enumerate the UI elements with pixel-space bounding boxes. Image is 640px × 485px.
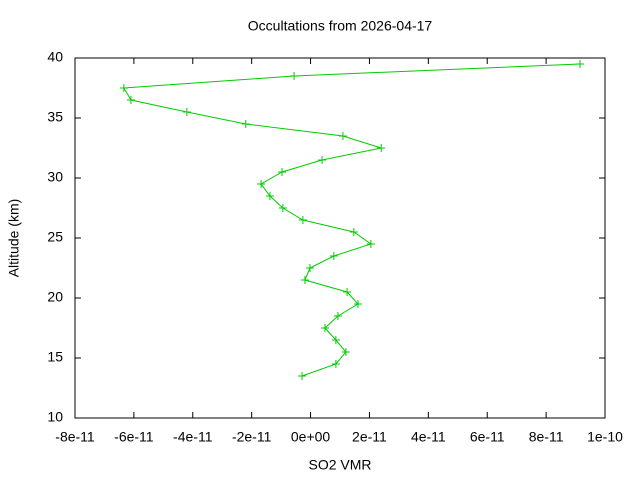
y-tick-label: 10 bbox=[47, 409, 63, 425]
point-marker bbox=[298, 372, 307, 380]
x-tick-label: 0e+00 bbox=[291, 429, 331, 445]
point-marker bbox=[257, 180, 266, 188]
y-tick-label: 30 bbox=[47, 169, 63, 185]
point-marker bbox=[575, 60, 584, 68]
y-tick-label: 15 bbox=[47, 349, 63, 365]
plot-frame bbox=[74, 57, 606, 419]
x-tick-label: -8e-11 bbox=[55, 429, 95, 445]
x-tick-label: 1e-10 bbox=[587, 429, 623, 445]
x-axis-label: SO2 VMR bbox=[308, 457, 371, 473]
x-tick-label: -2e-11 bbox=[232, 429, 272, 445]
point-marker bbox=[331, 336, 340, 344]
point-marker bbox=[126, 96, 135, 104]
point-marker bbox=[377, 144, 386, 152]
chart-title: Occultations from 2026-04-17 bbox=[248, 18, 433, 34]
point-marker bbox=[300, 276, 309, 284]
point-marker bbox=[241, 120, 250, 128]
y-axis-label: Altitude (km) bbox=[6, 199, 22, 278]
point-marker bbox=[305, 264, 314, 272]
x-tick-label: -4e-11 bbox=[173, 429, 213, 445]
point-marker bbox=[329, 252, 338, 260]
x-tick-label: 6e-11 bbox=[470, 429, 505, 445]
point-marker bbox=[341, 348, 350, 356]
x-tick-label: 2e-11 bbox=[352, 429, 387, 445]
point-marker bbox=[343, 288, 352, 296]
point-marker bbox=[277, 168, 286, 176]
y-tick-label: 20 bbox=[47, 289, 63, 305]
point-marker bbox=[333, 312, 342, 320]
point-marker bbox=[298, 216, 307, 224]
x-tick-label: 4e-11 bbox=[411, 429, 446, 445]
point-marker bbox=[119, 84, 128, 92]
point-marker bbox=[182, 108, 191, 116]
point-marker bbox=[349, 228, 358, 236]
y-tick-label: 25 bbox=[47, 229, 63, 245]
point-marker bbox=[290, 72, 299, 80]
x-tick-label: -6e-11 bbox=[114, 429, 154, 445]
point-marker bbox=[318, 156, 327, 164]
series-line bbox=[123, 63, 580, 377]
point-marker bbox=[366, 240, 375, 248]
y-tick-label: 35 bbox=[47, 109, 63, 125]
point-marker bbox=[265, 192, 274, 200]
point-marker bbox=[278, 204, 287, 212]
point-marker bbox=[353, 300, 362, 308]
point-marker bbox=[320, 324, 329, 332]
point-marker bbox=[338, 132, 347, 140]
point-marker bbox=[331, 360, 340, 368]
y-tick-label: 40 bbox=[47, 49, 63, 65]
x-tick-label: 8e-11 bbox=[529, 429, 564, 445]
